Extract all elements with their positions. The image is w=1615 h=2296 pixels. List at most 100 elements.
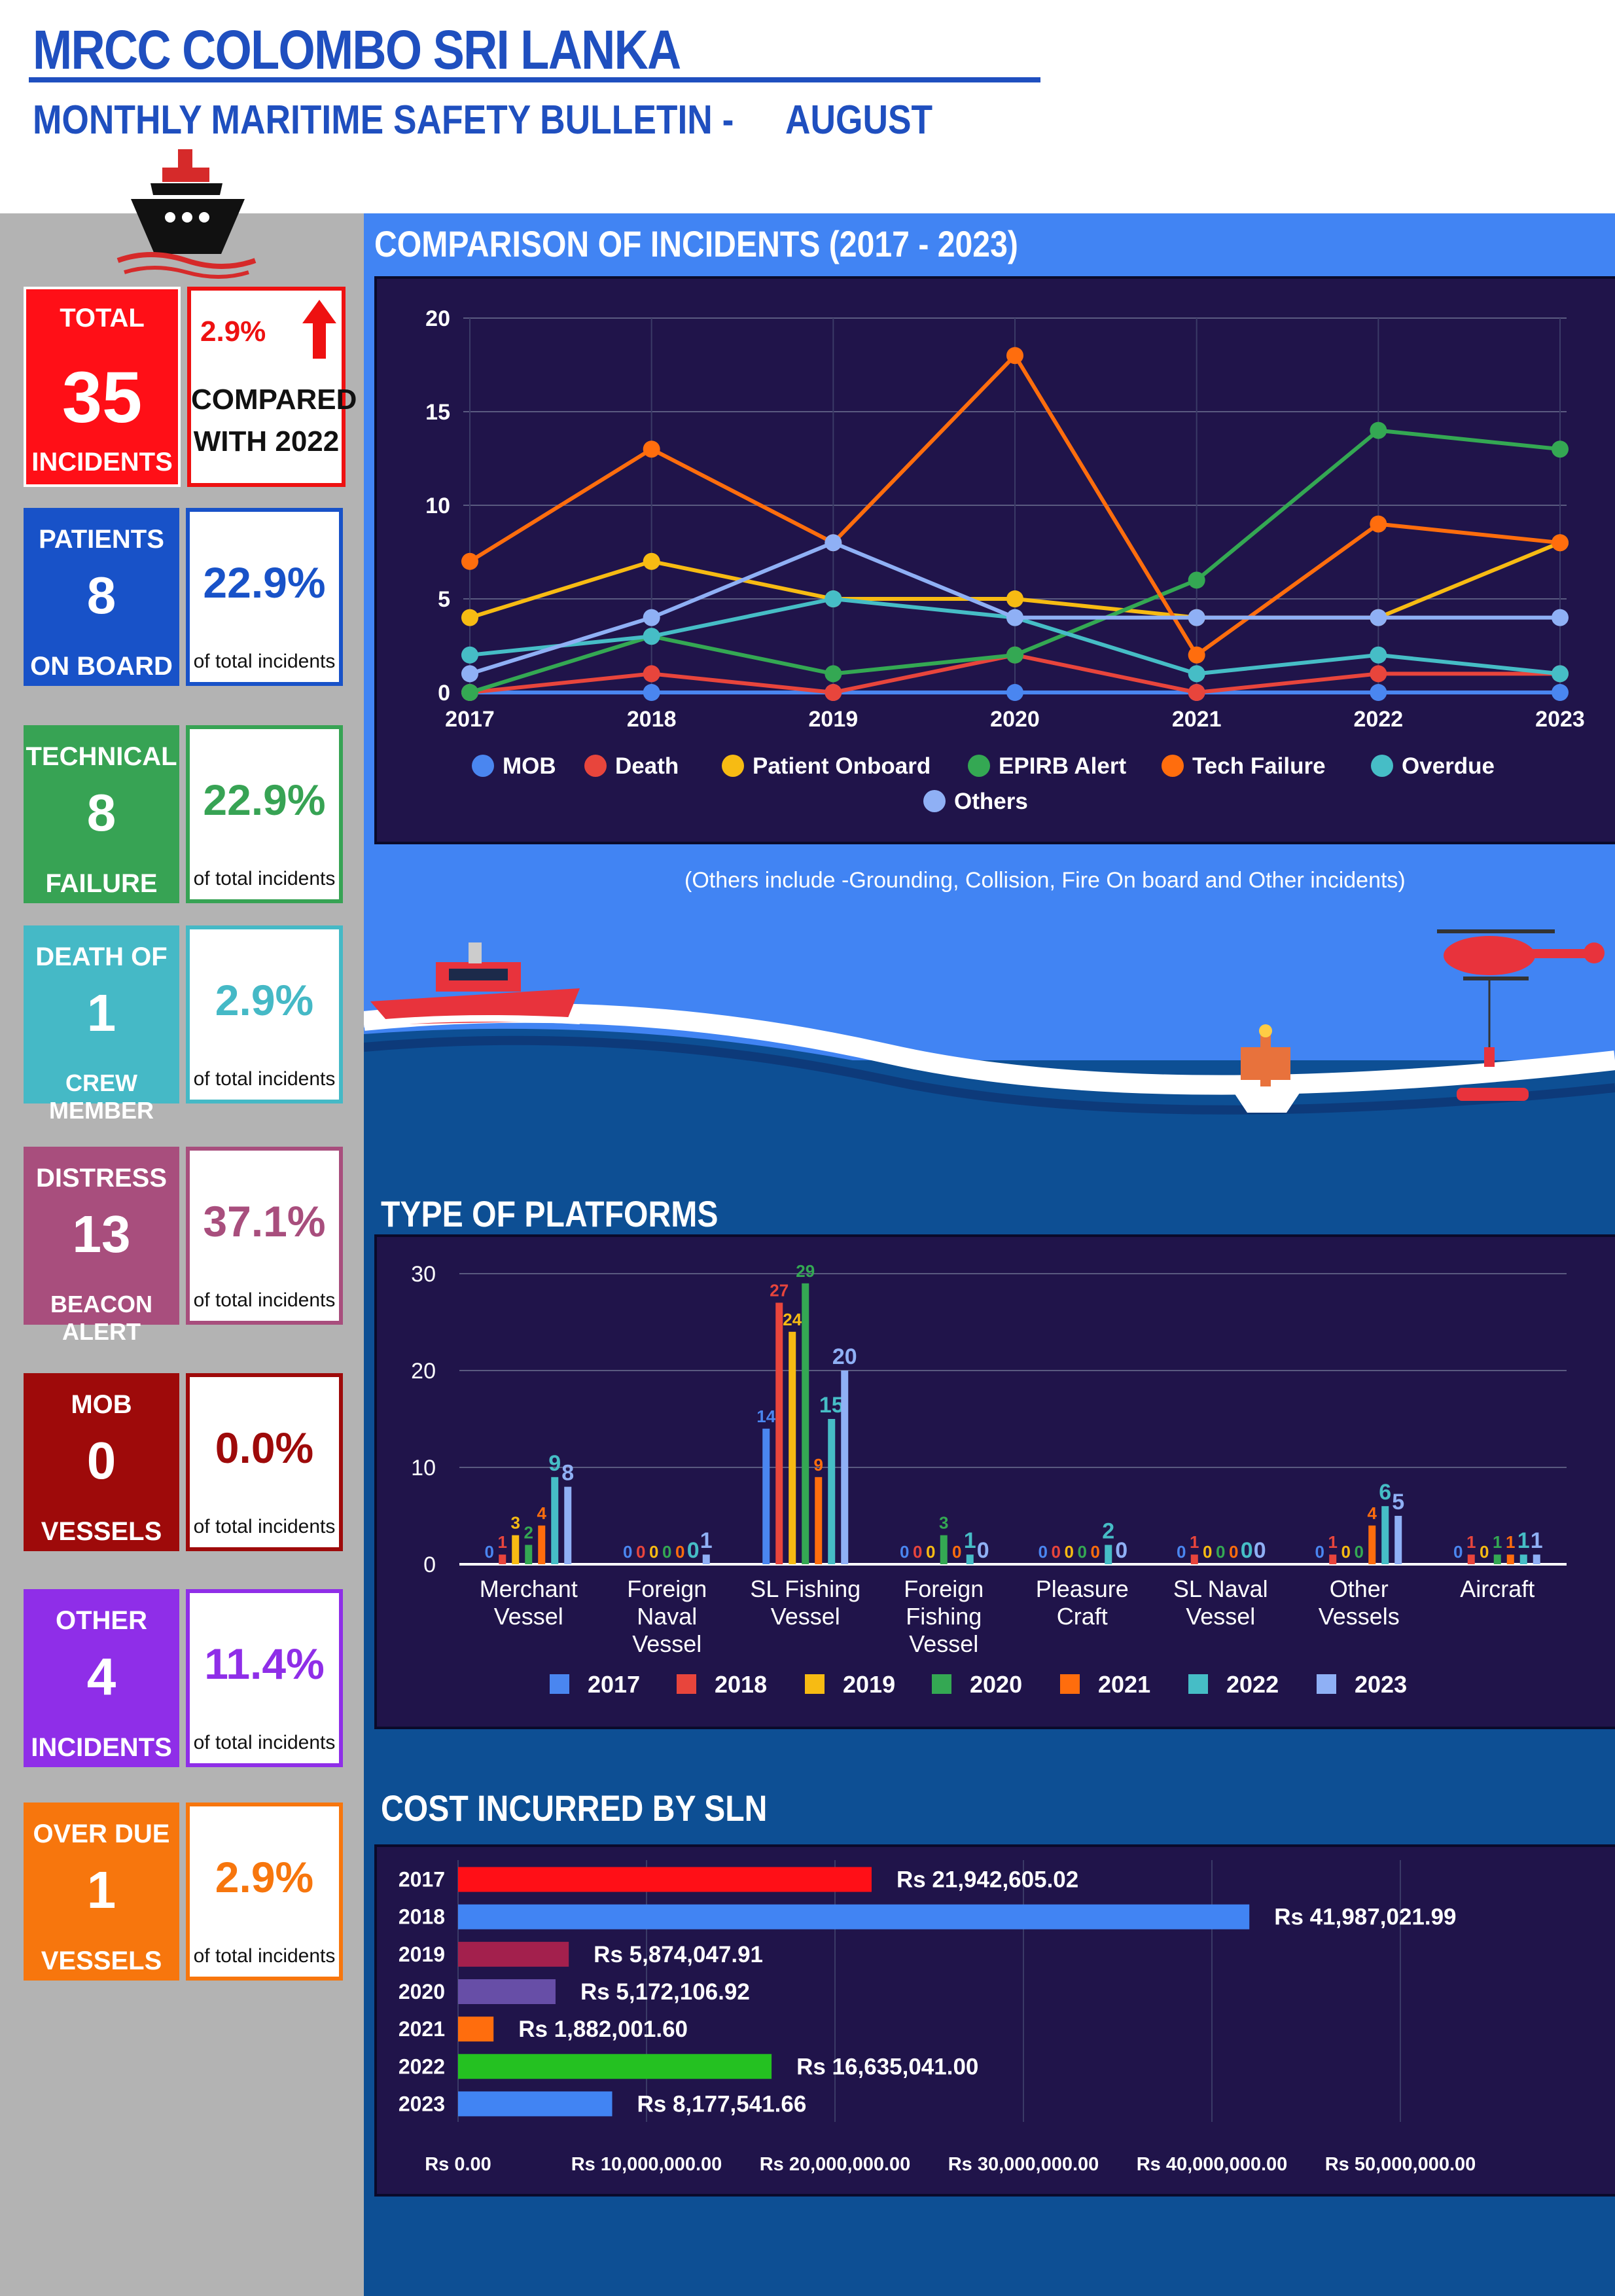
category-count: 8 xyxy=(86,566,116,624)
data-point xyxy=(1552,609,1569,626)
data-point xyxy=(1370,684,1387,701)
data-label: 1 xyxy=(1531,1528,1543,1553)
y-tick-label: 10 xyxy=(425,493,450,518)
category-label: Vessels xyxy=(1319,1603,1400,1630)
data-label: 2 xyxy=(524,1522,533,1542)
legend-label: Others xyxy=(954,789,1028,814)
data-label: 0 xyxy=(1078,1542,1087,1562)
y-tick-label: 20 xyxy=(411,1359,436,1384)
data-label: 1 xyxy=(1466,1532,1476,1552)
category-percent-note: of total incidents xyxy=(193,651,336,672)
data-label: 0 xyxy=(649,1542,658,1562)
category-title: PATIENTS xyxy=(39,525,164,554)
y-tick-label: 15 xyxy=(425,400,450,425)
data-label: 0 xyxy=(1065,1542,1074,1562)
data-point xyxy=(1552,684,1569,701)
data-label: 0 xyxy=(1177,1542,1186,1562)
bar xyxy=(1381,1506,1389,1564)
data-label: 1 xyxy=(498,1532,507,1552)
category-percent: 22.9% xyxy=(203,776,326,824)
x-tick-label: 2020 xyxy=(990,707,1040,732)
category-card: DEATH OF 1 CREW MEMBER xyxy=(24,925,179,1124)
data-label: 0 xyxy=(687,1538,700,1563)
category-card: DISTRESS 13 BEACON ALERT xyxy=(24,1147,179,1345)
data-point xyxy=(825,684,842,701)
data-point xyxy=(1006,347,1023,365)
category-label: Vessel xyxy=(771,1603,840,1630)
legend-label: Patient Onboard xyxy=(753,753,931,779)
data-label: 3 xyxy=(939,1513,948,1533)
data-point xyxy=(825,665,842,683)
bar xyxy=(1394,1516,1402,1564)
category-percent: 2.9% xyxy=(215,976,314,1024)
y-tick-label: 2017 xyxy=(399,1868,445,1892)
data-label: 0 xyxy=(900,1542,909,1562)
arrow-up-icon xyxy=(302,300,336,359)
legend-label: 2019 xyxy=(843,1671,895,1698)
x-tick-label: 2019 xyxy=(809,707,859,732)
data-point xyxy=(461,646,478,664)
legend-marker xyxy=(472,755,494,777)
bar xyxy=(458,1867,872,1892)
x-tick-label: 2021 xyxy=(1172,707,1222,732)
data-label: 1 xyxy=(1506,1532,1515,1552)
y-tick-label: 5 xyxy=(438,587,450,612)
data-point xyxy=(1188,684,1205,701)
legend-marker xyxy=(805,1674,825,1694)
cost-chart-title: COST INCURRED BY SLN xyxy=(381,1787,768,1829)
data-label: 0 xyxy=(1091,1542,1100,1562)
liferaft-icon xyxy=(1457,1088,1529,1101)
bar xyxy=(1506,1554,1514,1564)
bar xyxy=(458,1904,1250,1929)
data-point xyxy=(1370,515,1387,533)
platform-chart-title: TYPE OF PLATFORMS xyxy=(381,1193,719,1234)
category-label: Fishing xyxy=(906,1603,982,1630)
legend-marker xyxy=(1317,1674,1336,1694)
category-percent-note: of total incidents xyxy=(193,1516,336,1537)
x-tick-label: Rs 20,000,000.00 xyxy=(760,2154,911,2175)
change-line1: COMPARED xyxy=(191,384,357,416)
category-percent-note: of total incidents xyxy=(193,1068,336,1090)
data-label: 1 xyxy=(700,1528,713,1553)
data-label: 0 xyxy=(952,1542,961,1562)
category-percent-note: of total incidents xyxy=(193,1732,336,1753)
bar xyxy=(458,2054,772,2079)
category-count: 1 xyxy=(86,1861,116,1919)
legend-marker xyxy=(968,755,990,777)
data-label: 27 xyxy=(770,1280,789,1300)
y-tick-label: 2022 xyxy=(399,2054,445,2078)
bar xyxy=(458,2017,494,2042)
bar xyxy=(512,1535,520,1564)
bar xyxy=(1519,1554,1527,1564)
bar xyxy=(1105,1545,1112,1564)
bar xyxy=(1493,1554,1501,1564)
bar xyxy=(815,1477,823,1564)
data-label: 4 xyxy=(1368,1503,1377,1523)
change-card: 2.9% COMPARED WITH 2022 xyxy=(187,287,357,487)
legend-label: Tech Failure xyxy=(1192,753,1326,779)
buoy-icon xyxy=(1234,1024,1300,1113)
y-tick-label: 10 xyxy=(411,1456,436,1480)
y-tick-label: 2018 xyxy=(399,1905,445,1929)
data-point xyxy=(1188,646,1205,664)
category-subtitle: CREW MEMBER xyxy=(49,1069,154,1124)
category-label: Foreign xyxy=(627,1575,707,1602)
data-point xyxy=(643,665,660,683)
bar xyxy=(940,1535,948,1564)
data-label: 0 xyxy=(662,1542,671,1562)
bar xyxy=(1368,1525,1376,1564)
category-label: Pleasure xyxy=(1036,1575,1129,1602)
data-point xyxy=(461,552,478,570)
data-point xyxy=(1552,440,1569,458)
data-label: 0 xyxy=(1315,1542,1324,1562)
data-point xyxy=(1370,665,1387,683)
category-count: 4 xyxy=(86,1647,116,1706)
category-count: 13 xyxy=(72,1205,131,1263)
bar xyxy=(775,1302,783,1564)
category-label: Foreign xyxy=(904,1575,984,1602)
data-label: 0 xyxy=(623,1542,632,1562)
category-label: Other xyxy=(1330,1575,1389,1602)
data-label: 0 xyxy=(1203,1542,1212,1562)
data-label: 0 xyxy=(1052,1542,1061,1562)
data-label: 0 xyxy=(926,1542,935,1562)
